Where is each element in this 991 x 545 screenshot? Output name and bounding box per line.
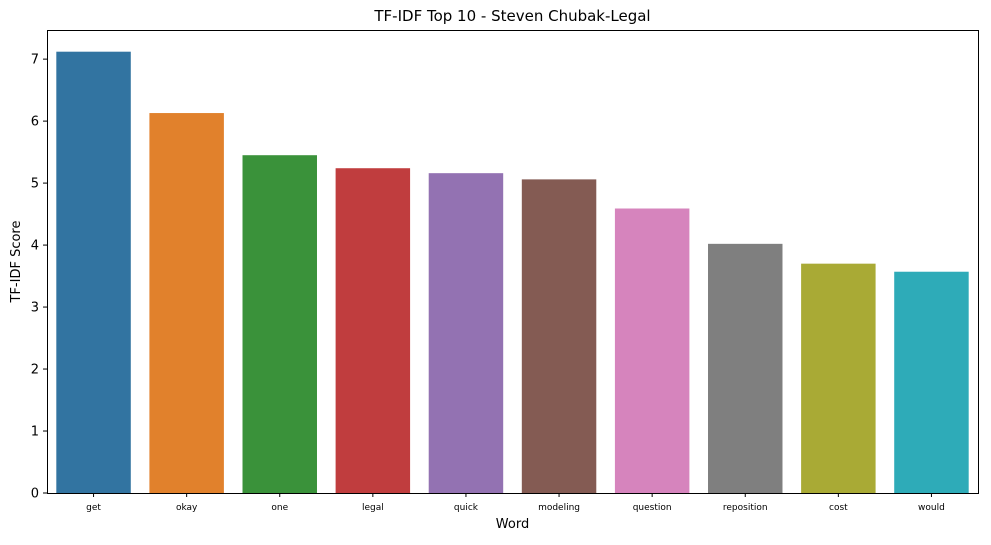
bar-legal: [335, 168, 411, 493]
x-axis-label: Word: [496, 517, 529, 532]
y-axis-label: TF-IDF Score: [9, 221, 24, 304]
x-tick-label: legal: [362, 503, 384, 513]
chart-title: TF-IDF Top 10 - Steven Chubak-Legal: [373, 7, 650, 25]
x-axis: get okay one legal quick modeling question repo…: [86, 493, 945, 513]
x-tick-label: reposition: [723, 503, 768, 513]
bar-cost: [801, 263, 876, 493]
bar-okay: [149, 113, 224, 494]
y-tick-label: 4: [31, 239, 39, 254]
y-tick-label: 0: [31, 487, 39, 502]
y-tick-label: 1: [31, 425, 39, 440]
plot-frame: [47, 30, 979, 494]
x-tick-label: okay: [176, 503, 198, 513]
y-tick-label: 5: [31, 177, 39, 192]
bar-get: [56, 51, 131, 493]
bar-question: [614, 208, 690, 493]
bar-one: [242, 155, 317, 493]
x-tick-label: get: [86, 503, 101, 513]
x-tick-label: cost: [829, 503, 848, 513]
y-tick-label: 7: [31, 53, 39, 68]
y-tick-label: 3: [31, 301, 39, 316]
x-tick-label: quick: [454, 503, 479, 513]
x-tick-label: would: [918, 503, 945, 513]
bar-would: [894, 271, 969, 493]
y-tick-label: 2: [31, 363, 39, 378]
bar-quick: [428, 173, 504, 494]
y-tick-label: 6: [31, 115, 39, 130]
y-axis: 0 1 2 3 4 5 6 7: [31, 53, 47, 502]
x-tick-label: modeling: [538, 503, 580, 513]
x-tick-label: one: [271, 503, 288, 513]
bar-reposition: [708, 243, 783, 493]
bar-modeling: [521, 179, 597, 494]
x-tick-label: question: [633, 503, 672, 513]
bars-group: [56, 51, 969, 494]
